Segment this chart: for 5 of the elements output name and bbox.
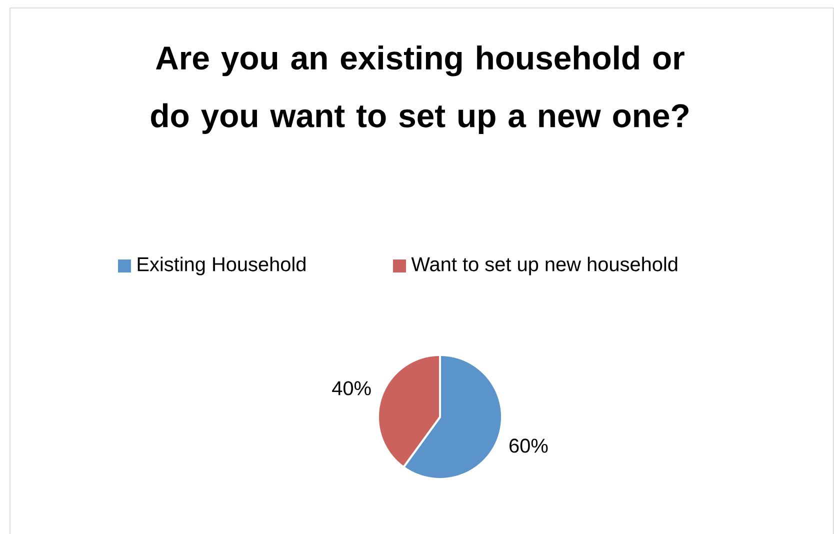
data-label: 60% xyxy=(510,438,548,453)
chart-title: Are you an existing household or do you want to set up a new one? xyxy=(151,46,688,134)
data-label: 40% xyxy=(332,381,371,396)
legend-label: Want to set up new household xyxy=(411,256,678,276)
legend-label: Existing Household xyxy=(138,256,306,276)
